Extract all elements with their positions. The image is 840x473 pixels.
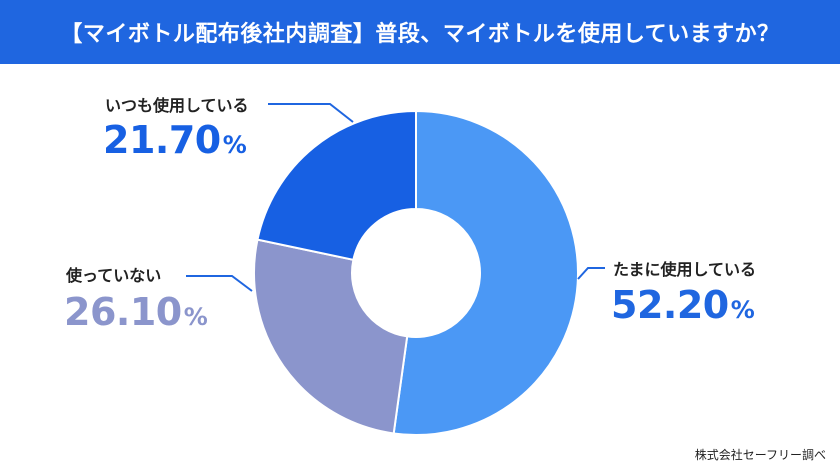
slice-always — [256, 109, 417, 262]
label-always-name: いつも使用している — [105, 96, 249, 115]
label-notused-value: 26.10% — [64, 290, 208, 334]
label-sometimes-name: たまに使用している — [613, 260, 757, 279]
slice-sometimes — [392, 109, 579, 436]
title-bar: 【マイボトル配布後社内調査】普段、マイボトルを使用していますか？ — [0, 0, 840, 64]
source-note: 株式会社セーフリー調べ — [694, 448, 826, 462]
label-always-unit: % — [222, 131, 247, 159]
label-notused-unit: % — [183, 303, 208, 331]
label-notused-name: 使っていない — [66, 266, 162, 285]
leader-sometimes — [577, 267, 605, 280]
label-always-value: 21.70% — [103, 118, 247, 162]
label-sometimes-value: 52.20% — [611, 283, 755, 327]
label-always-number: 21.70 — [103, 118, 221, 162]
leader-not-used — [186, 275, 253, 292]
donut-slices — [253, 109, 579, 436]
label-notused-number: 26.10 — [64, 290, 182, 334]
label-sometimes-unit: % — [730, 296, 755, 324]
leader-lines — [186, 103, 605, 292]
leader-always — [268, 103, 354, 123]
slice-not-used — [253, 238, 409, 435]
label-sometimes-number: 52.20 — [611, 283, 729, 327]
chart-title: 【マイボトル配布後社内調査】普段、マイボトルを使用していますか？ — [60, 22, 780, 47]
